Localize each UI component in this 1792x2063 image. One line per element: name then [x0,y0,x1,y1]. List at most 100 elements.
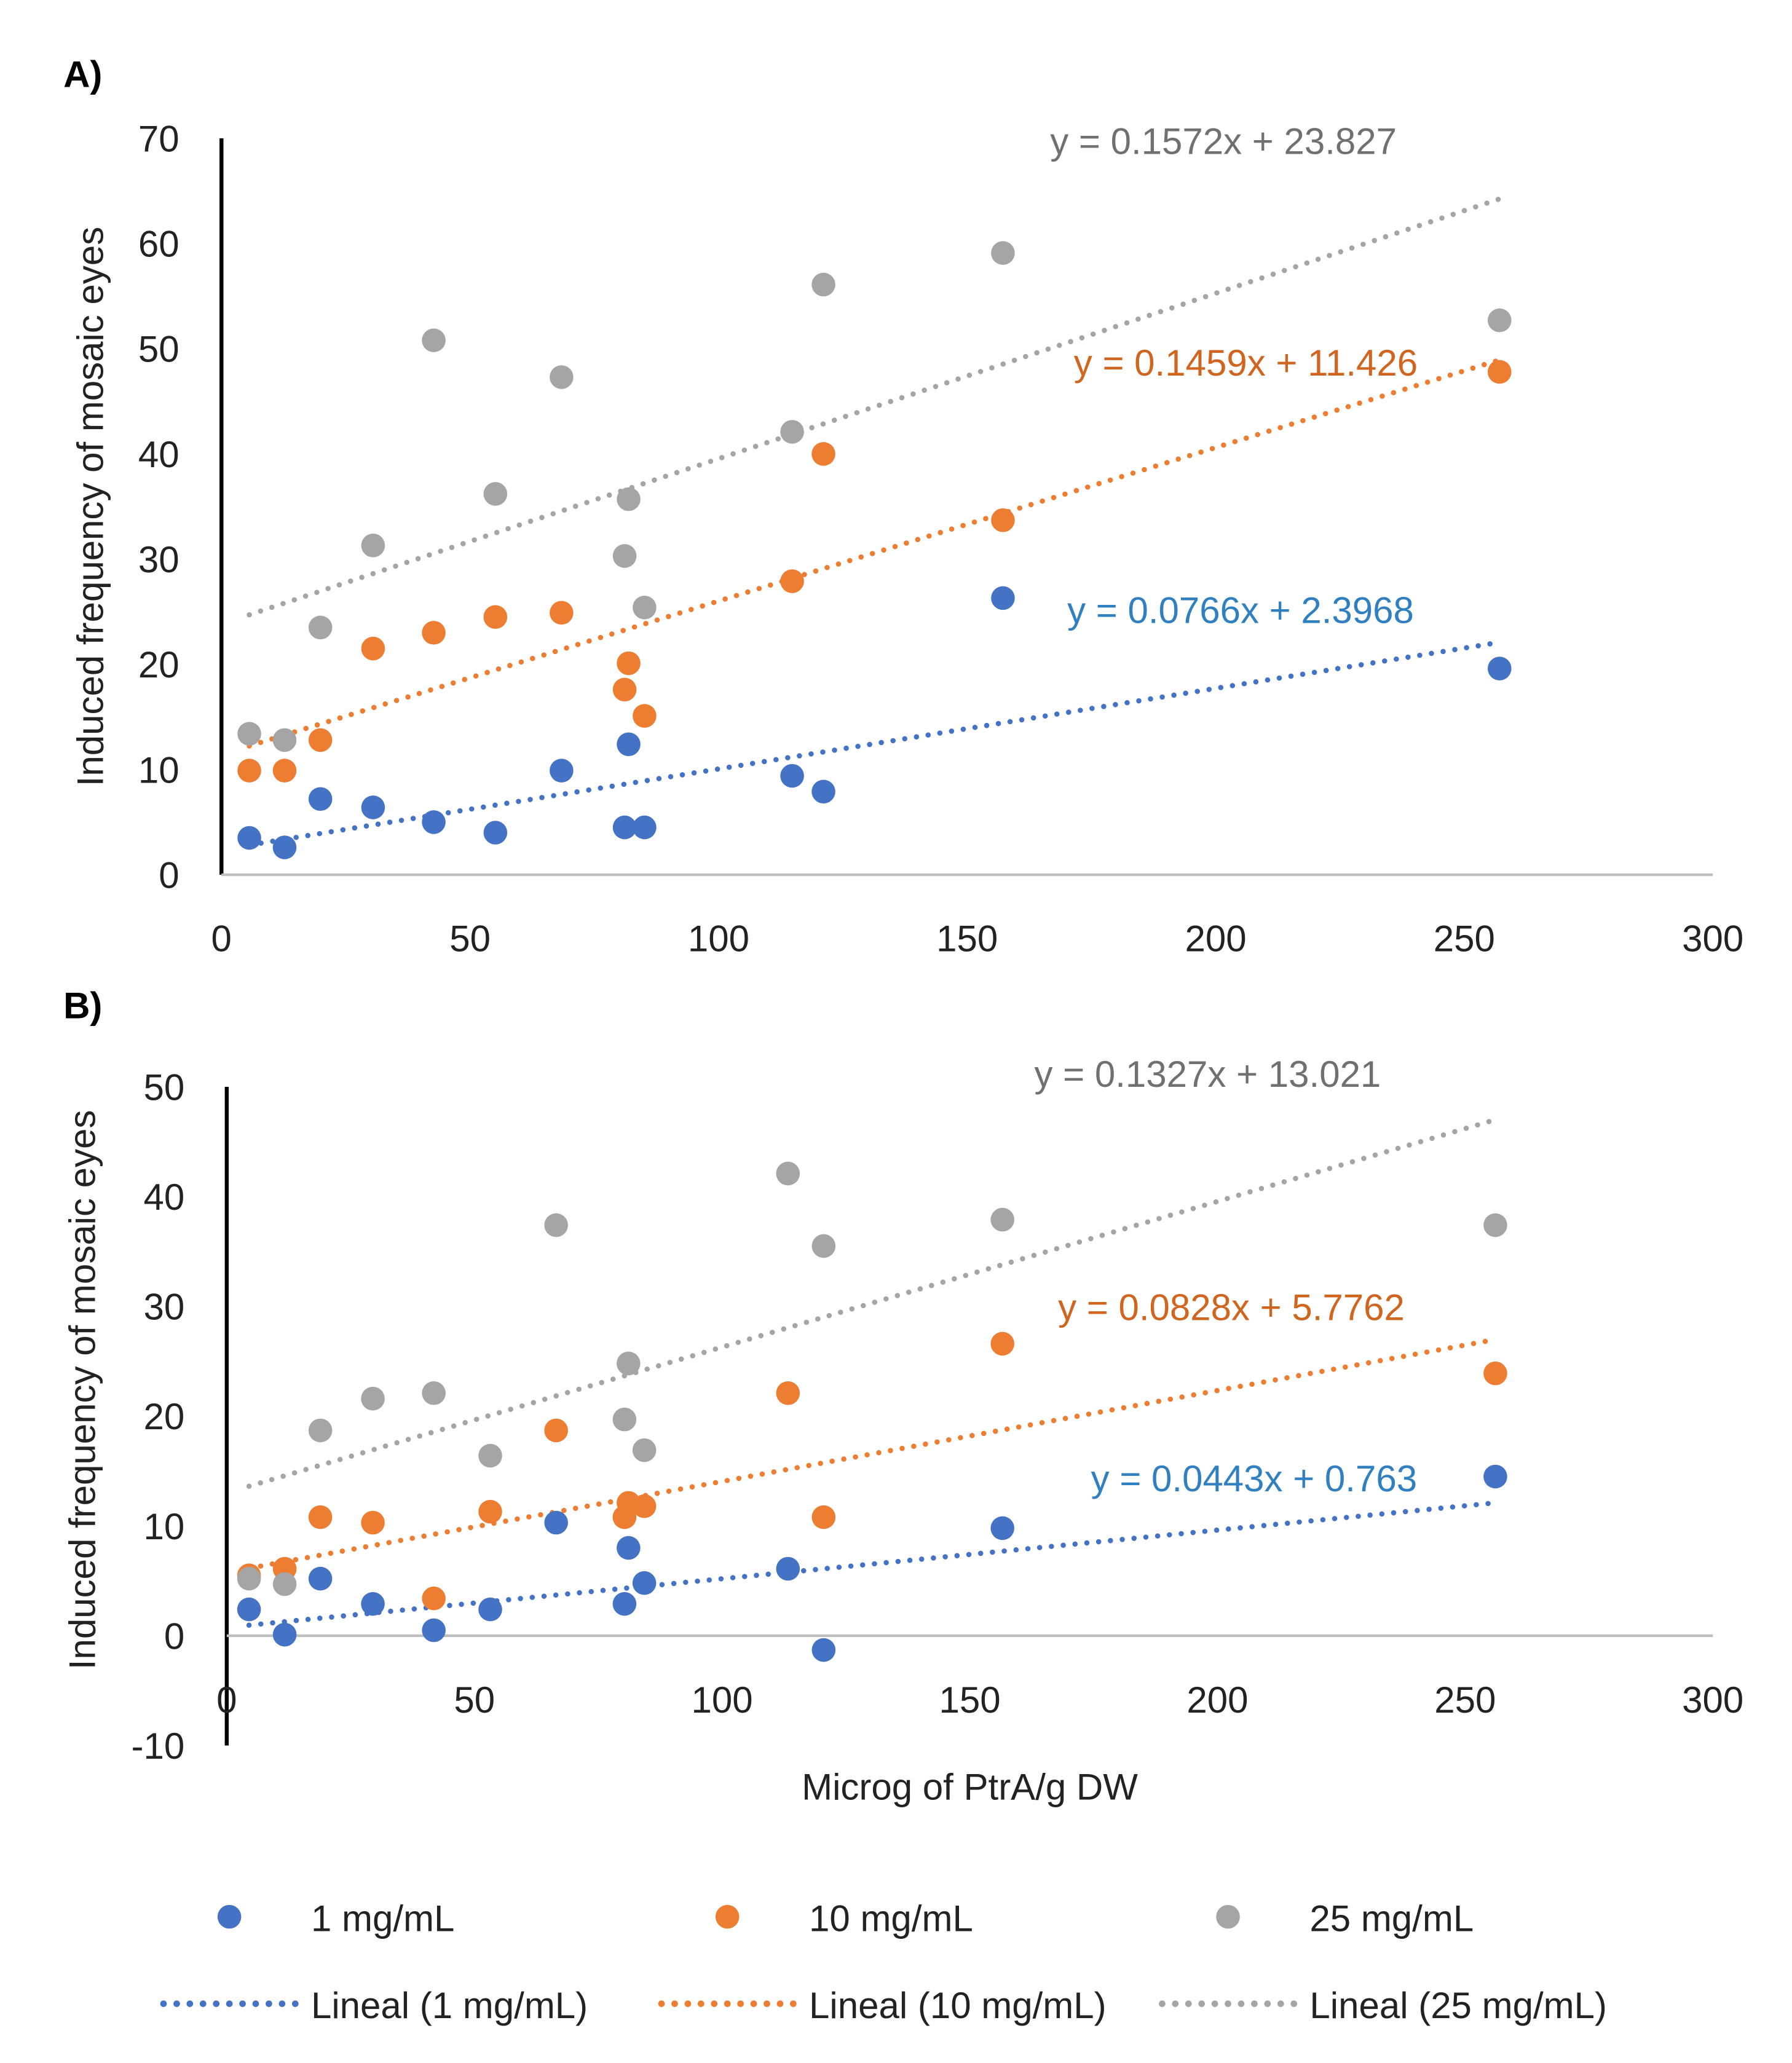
data-point [422,1381,446,1405]
x-axis-title: Microg of PtrA/g DW [802,1766,1138,1807]
x-tick-label: 200 [1186,1679,1248,1721]
y-tick-label: 10 [144,1506,185,1547]
x-tick-label: 150 [939,1679,1000,1721]
data-point [308,1566,333,1591]
data-point [237,1566,261,1591]
data-point [483,605,508,629]
x-tick-label: 50 [449,918,491,959]
trend-equation: y = 0.1459x + 11.426 [1074,342,1418,384]
trend-equation: y = 0.0828x + 5.7762 [1058,1287,1405,1328]
data-point [1487,360,1512,384]
data-point [617,732,641,757]
data-point [991,241,1015,265]
chart-panel-b: B) -10 0 10 20 30 40 50 0 50 100 150 200 250 300 Induce… [62,985,1744,1808]
data-point [990,1331,1014,1356]
x-tick-label: 300 [1682,1679,1743,1721]
data-point [811,442,835,466]
data-point [272,759,297,783]
data-point [632,1438,657,1462]
y-tick-label: -10 [132,1726,185,1767]
data-point [780,763,804,788]
data-point [308,1418,333,1443]
data-point [478,1597,502,1622]
y-axis-title: Induced frequency of mosaic eyes [69,227,111,787]
chart-panel-a: A) 0 10 20 30 40 50 60 70 0 50 100 150 200 250 300 Induc… [63,53,1743,959]
data-point [991,508,1015,532]
data-point [361,1510,385,1535]
data-point [422,328,446,352]
x-tick-label: 0 [216,1679,237,1721]
legend: 1 mg/mL 10 mg/mL 25 mg/mL Lineal (1 mg/mL) L… [160,1898,1607,2026]
data-point [272,1622,297,1647]
data-point [550,759,574,783]
data-point [483,482,508,506]
data-point [237,1597,261,1622]
data-point [811,1638,836,1662]
legend-label: 10 mg/mL [809,1898,973,1939]
trend-equation: y = 0.1327x + 13.021 [1035,1054,1381,1095]
data-point [483,821,508,845]
data-point [550,365,574,389]
data-point [617,1351,641,1376]
trendline-1 [247,639,1502,848]
data-point [633,704,657,728]
data-point [478,1499,502,1524]
x-tick-label: 100 [688,918,749,959]
trendline-3 [246,1117,1498,1489]
data-point [617,487,641,511]
data-point [272,835,297,859]
data-point [612,1592,637,1616]
data-point [780,420,804,444]
data-point [776,1556,800,1581]
data-point [237,826,261,850]
data-point [308,728,333,752]
data-point [776,1161,800,1186]
data-point [1483,1213,1507,1237]
y-tick-label: 70 [138,118,180,159]
trend-equation: y = 0.0766x + 2.3968 [1067,590,1414,631]
data-point [361,1592,385,1616]
x-tick-label: 250 [1434,918,1495,959]
y-tick-label: 60 [138,224,180,265]
data-point [308,1505,333,1529]
data-point [1487,657,1512,680]
data-point [361,1386,385,1411]
data-point [990,1516,1014,1540]
data-point [991,586,1015,610]
x-tick-label: 50 [454,1679,495,1721]
trend-equation: y = 0.0443x + 0.763 [1091,1458,1417,1499]
y-tick-label: 0 [164,1615,184,1657]
legend-label: 25 mg/mL [1309,1898,1474,1939]
legend-marker [1216,1904,1240,1929]
y-tick-label: 40 [138,434,180,475]
data-point [544,1510,568,1535]
x-tick-label: 250 [1434,1679,1496,1721]
data-point [308,787,333,811]
x-tick-label: 300 [1682,918,1743,959]
data-point [1483,1464,1507,1489]
data-point [544,1213,568,1237]
legend-label: 1 mg/mL [311,1898,454,1939]
y-tick-label: 0 [159,854,179,896]
panel-label: A) [63,53,102,95]
trendline-1 [246,1500,1498,1628]
data-point [550,601,574,625]
x-tick-label: 100 [692,1679,753,1721]
x-tick-label: 200 [1185,918,1246,959]
x-tick-label: 150 [936,918,998,959]
y-tick-label: 50 [138,329,180,370]
data-point [612,544,637,568]
data-point [632,1494,657,1518]
data-point [617,1536,641,1560]
y-tick-label: 20 [138,644,180,685]
data-point [272,1572,297,1596]
panel-label: B) [63,985,102,1027]
y-tick-label: 30 [138,539,180,580]
legend-label: Lineal (1 mg/mL) [311,1985,588,2026]
legend-marker [715,1904,740,1929]
data-point [811,1505,836,1529]
data-point [361,795,385,819]
data-point [612,1407,637,1432]
y-axis-title: Induced frequency of mosaic eyes [62,1110,103,1670]
